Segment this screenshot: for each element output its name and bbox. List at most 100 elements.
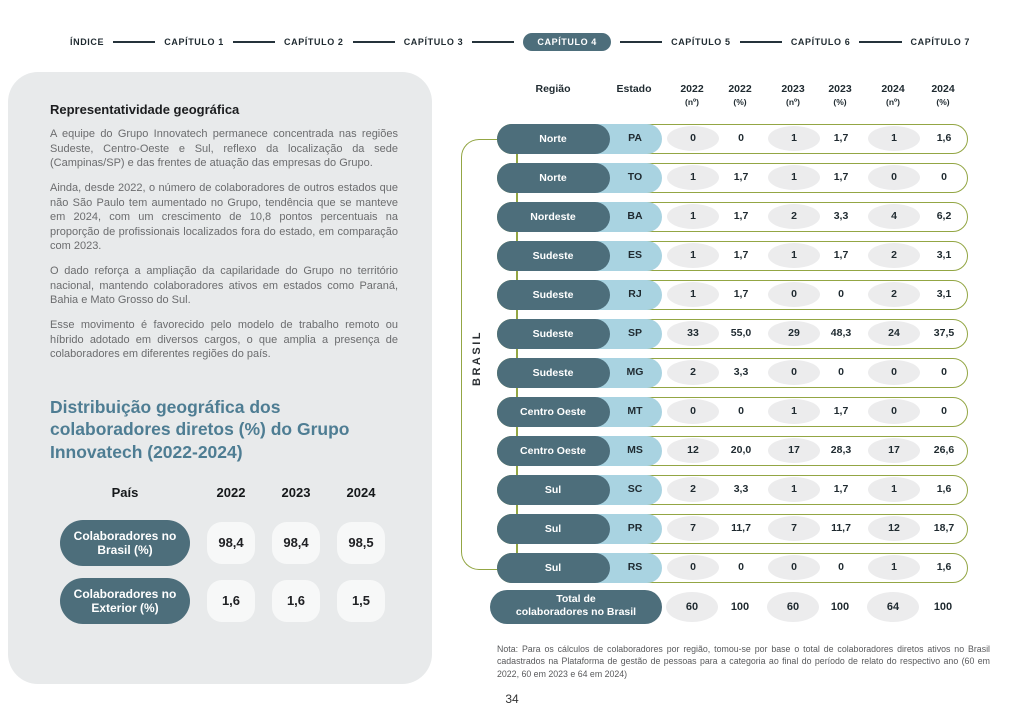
regiao-pill: Norte	[496, 123, 610, 154]
footnote: Nota: Para os cálculos de colaboradores …	[497, 644, 990, 679]
cell: 7	[768, 516, 820, 541]
cell: 1	[868, 126, 920, 151]
estado-label: MG	[626, 366, 644, 378]
country-value: 98,5	[337, 521, 385, 564]
cell: 1,7	[733, 249, 749, 261]
cell: 1,7	[833, 132, 849, 144]
nav-capitulo-4-active[interactable]: CAPÍTULO 4	[523, 33, 611, 51]
estado-label: RJ	[628, 288, 642, 300]
cell: 2	[768, 204, 820, 229]
nav-capitulo-2[interactable]: CAPÍTULO 2	[284, 37, 344, 47]
row-connector	[516, 543, 518, 555]
cell: 1	[768, 477, 820, 502]
row-connector	[516, 387, 518, 399]
col-header-2022-pct: 2022 (%)	[728, 83, 752, 107]
cell: 17	[768, 438, 820, 463]
estado-label: BA	[627, 210, 643, 222]
page-number: 34	[505, 692, 519, 706]
country-value: 1,6	[272, 579, 320, 622]
regiao-pill: Sul	[496, 552, 610, 583]
paragraph-2: Ainda, desde 2022, o número de colaborad…	[50, 181, 398, 253]
nav-separator	[739, 41, 782, 43]
country-value: 1,5	[337, 579, 385, 622]
cell: 1	[868, 555, 920, 580]
estado-label: SP	[627, 327, 642, 339]
row-connector	[516, 270, 518, 282]
cell: 3,1	[936, 288, 952, 300]
cell: 29	[768, 321, 820, 346]
nav-capitulo-7[interactable]: CAPÍTULO 7	[910, 37, 971, 47]
cell: 11,7	[731, 522, 751, 534]
regiao-pill: Centro Oeste	[496, 396, 610, 427]
cell: 0	[738, 405, 744, 417]
cell: 12	[868, 516, 920, 541]
cell: 0	[868, 360, 920, 385]
cell: 1,7	[833, 249, 849, 261]
col-header-estado: Estado	[616, 83, 652, 95]
nav-capitulo-1[interactable]: CAPÍTULO 1	[164, 37, 224, 47]
paragraph-3: O dado reforça a ampliação da capilarida…	[50, 265, 398, 307]
nav-separator	[472, 41, 515, 43]
cell: 1,7	[733, 288, 749, 300]
total-cell: 100	[933, 601, 953, 613]
table-row-ms: Centro Oeste MS 12 20,0 17 28,3 17 26,6	[496, 435, 968, 477]
regiao-pill: Sudeste	[496, 240, 610, 271]
table-row-ba: Nordeste BA 1 1,7 2 3,3 4 6,2	[496, 201, 968, 243]
cell: 2	[868, 243, 920, 268]
regiao-pill: Sudeste	[496, 318, 610, 349]
regiao-pill: Norte	[496, 162, 610, 193]
table-row-sp: Sudeste SP 33 55,0 29 48,3 24 37,5	[496, 318, 968, 360]
cell: 28,3	[830, 444, 852, 456]
cell: 0	[768, 360, 820, 385]
paragraph-1: A equipe do Grupo Innovatech permanece c…	[50, 128, 398, 170]
row-connector	[516, 153, 518, 165]
table-row-to: Norte TO 1 1,7 1 1,7 0 0	[496, 162, 968, 204]
cell: 55,0	[730, 327, 752, 339]
cell: 3,3	[833, 210, 849, 222]
col-header-2024-n: 2024 (nº)	[881, 83, 905, 107]
cell: 1,7	[733, 171, 749, 183]
country-row-label: Colaboradores no Exterior (%)	[60, 577, 190, 624]
cell: 4	[868, 204, 920, 229]
cell: 1	[768, 126, 820, 151]
nav-capitulo-3[interactable]: CAPÍTULO 3	[403, 37, 464, 47]
country-col-header: País	[111, 484, 139, 500]
cell: 3,3	[733, 366, 749, 378]
total-label-pill: Total de colaboradores no Brasil	[490, 590, 662, 624]
nav-capitulo-6[interactable]: CAPÍTULO 6	[790, 37, 851, 47]
estado-label: SC	[627, 483, 643, 495]
regiao-pill: Centro Oeste	[496, 435, 610, 466]
cell: 0	[667, 555, 719, 580]
table-row-rs: Sul RS 0 0 0 0 1 1,6	[496, 552, 968, 583]
total-cell: 60	[666, 592, 718, 622]
cell: 1,6	[936, 132, 952, 144]
country-row-label: Colaboradores no Brasil (%)	[60, 519, 190, 566]
cell: 1	[868, 477, 920, 502]
cell: 2	[868, 282, 920, 307]
state-table-header: Região Estado 2022 (nº) 2022 (%) 2023 (nº) …	[497, 83, 968, 118]
chapter-nav: ÍNDICE CAPÍTULO 1 CAPÍTULO 2 CAPÍTULO 3 …	[70, 30, 970, 54]
cell: 0	[838, 366, 844, 378]
cell: 6,2	[936, 210, 952, 222]
cell: 37,5	[933, 327, 955, 339]
nav-capitulo-5[interactable]: CAPÍTULO 5	[671, 37, 731, 47]
brasil-group-label: BRASIL	[471, 330, 483, 386]
cell: 0	[738, 561, 744, 573]
row-connector	[516, 231, 518, 243]
country-value: 98,4	[207, 521, 255, 564]
cell: 3,1	[936, 249, 952, 261]
cell: 3,3	[733, 483, 749, 495]
cell: 0	[738, 132, 744, 144]
nav-indice[interactable]: ÍNDICE	[70, 37, 105, 47]
estado-label: MT	[627, 405, 643, 417]
estado-label: PR	[627, 522, 643, 534]
estado-label: ES	[627, 249, 642, 261]
row-connector	[516, 426, 518, 438]
estado-label: MS	[627, 444, 643, 456]
col-header-2022-n: 2022 (nº)	[680, 83, 704, 107]
estado-label: RS	[627, 561, 643, 573]
cell: 24	[868, 321, 920, 346]
cell: 1	[667, 204, 719, 229]
estado-label: PA	[628, 132, 642, 144]
